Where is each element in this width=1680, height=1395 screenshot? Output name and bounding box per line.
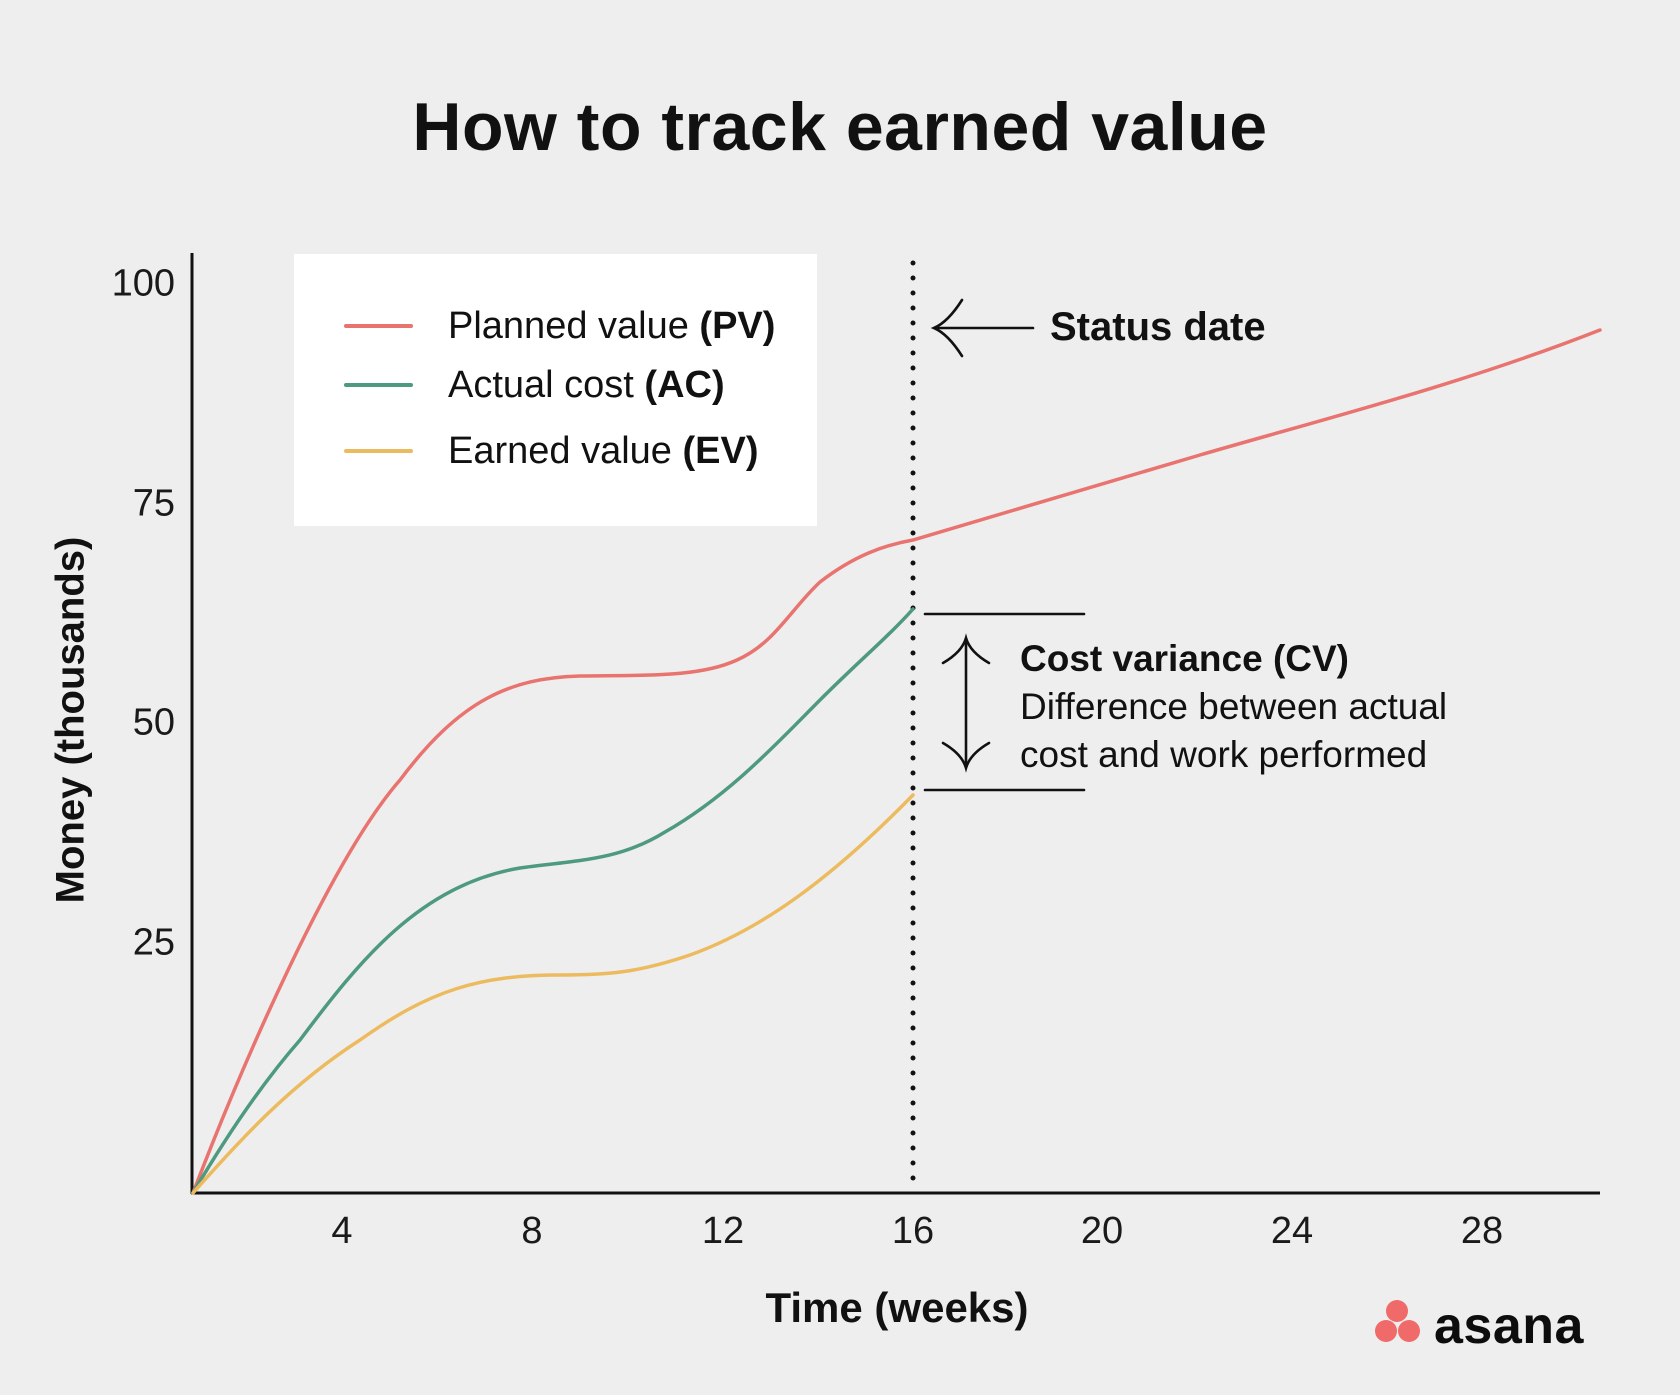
actual-cost-swatch-icon bbox=[344, 383, 413, 387]
cost-variance-bracket bbox=[923, 612, 1086, 792]
chart-title: How to track earned value bbox=[412, 89, 1268, 165]
x-tick-20: 20 bbox=[1080, 1210, 1124, 1252]
legend-item-actual-cost: Actual cost (AC) bbox=[344, 360, 725, 410]
x-tick-4: 4 bbox=[331, 1210, 353, 1252]
y-axis-label: Money (thousands) bbox=[48, 536, 93, 904]
y-tick-25: 25 bbox=[132, 921, 175, 964]
asana-logo: asana bbox=[1376, 1296, 1584, 1356]
y-tick-75: 75 bbox=[132, 482, 175, 525]
status-date-label: Status date bbox=[1050, 305, 1266, 349]
legend-item-planned-value: Planned value (PV) bbox=[344, 301, 775, 351]
x-tick-8: 8 bbox=[521, 1210, 543, 1252]
earned-value-swatch-icon bbox=[344, 449, 413, 453]
x-tick-16: 16 bbox=[891, 1210, 935, 1252]
legend-label: Planned value bbox=[448, 304, 700, 347]
y-tick-100: 100 bbox=[111, 262, 175, 305]
cost-variance-desc-line2: cost and work performed bbox=[1020, 734, 1428, 775]
cost-variance-desc-line1: Difference between actual bbox=[1020, 686, 1448, 727]
legend-abbr: (PV) bbox=[699, 304, 776, 347]
asana-logo-icon bbox=[1375, 1300, 1420, 1342]
x-tick-28: 28 bbox=[1460, 1210, 1504, 1252]
cost-variance-title: Cost variance (CV) bbox=[1020, 638, 1349, 679]
legend-item-earned-value: Earned value (EV) bbox=[344, 426, 759, 476]
legend: Planned value (PV) Actual cost (AC) Earn… bbox=[294, 254, 817, 526]
planned-value-swatch-icon bbox=[344, 324, 413, 328]
legend-label: Actual cost bbox=[448, 363, 645, 406]
brand-wordmark: asana bbox=[1434, 1297, 1584, 1355]
arrow-down-icon bbox=[941, 741, 991, 773]
planned-value-curve bbox=[191, 328, 1602, 1195]
earned-value-curve bbox=[191, 793, 915, 1195]
arrow-up-icon bbox=[941, 633, 991, 665]
x-tick-24: 24 bbox=[1270, 1210, 1314, 1252]
legend-abbr: (AC) bbox=[644, 363, 725, 406]
legend-label: Earned value bbox=[448, 429, 683, 472]
x-axis-label: Time (weeks) bbox=[765, 1284, 1029, 1331]
cost-variance-annotation: Cost variance (CV) Difference between ac… bbox=[1020, 635, 1447, 779]
y-tick-50: 50 bbox=[132, 701, 175, 744]
x-tick-12: 12 bbox=[701, 1210, 745, 1252]
legend-abbr: (EV) bbox=[682, 429, 759, 472]
actual-cost-curve bbox=[191, 607, 915, 1195]
status-date-arrow-icon bbox=[930, 298, 1035, 358]
